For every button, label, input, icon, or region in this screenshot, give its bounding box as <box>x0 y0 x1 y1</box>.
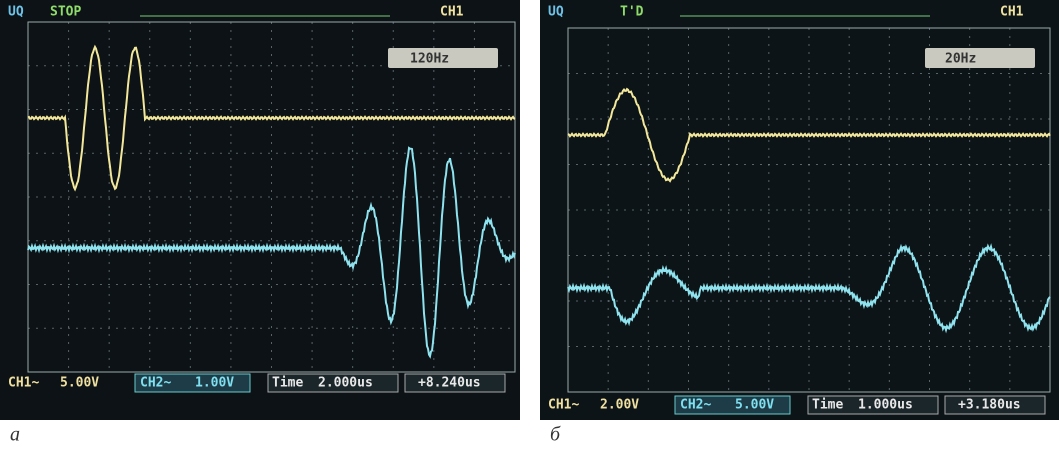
grid-border <box>27 21 516 373</box>
mode-label: UQ <box>8 5 24 20</box>
ch2-box <box>134 373 251 393</box>
offset: +3.180us <box>958 398 1021 413</box>
ch2-scale: 5.00V <box>735 398 774 413</box>
ch2-label: CH2~ <box>140 376 171 391</box>
time-box <box>267 373 399 393</box>
offset-box <box>404 373 506 393</box>
offset-box <box>944 395 1046 415</box>
status-label: STOP <box>50 5 81 20</box>
time-value: 2.000us <box>318 376 373 391</box>
ch2-trace <box>567 243 1051 334</box>
grid-border <box>567 27 1051 393</box>
ch1-scale: 5.00V <box>60 376 99 391</box>
frequency: 20Hz <box>945 52 976 67</box>
ch2-label: CH2~ <box>680 398 711 413</box>
offset: +8.240us <box>418 376 481 391</box>
ch1-label: CH1~ <box>8 376 39 391</box>
ch1-trace <box>27 44 516 192</box>
frequency: 120Hz <box>410 52 449 67</box>
caption: а <box>10 424 20 446</box>
frequency-box <box>925 48 1035 68</box>
frequency-box <box>388 48 498 68</box>
time-value: 1.000us <box>858 398 913 413</box>
ch2-trace <box>27 146 516 359</box>
ch2-box <box>674 395 791 415</box>
caption: б <box>550 424 561 446</box>
ch2-scale: 1.00V <box>195 376 234 391</box>
mode-label: UQ <box>548 5 564 20</box>
ch1-trace <box>567 87 1051 183</box>
time-box <box>807 395 939 415</box>
time-label: Time <box>812 398 843 413</box>
time-label: Time <box>272 376 303 391</box>
status-label: T'D <box>620 5 644 20</box>
channel-label: CH1 <box>440 5 464 20</box>
ch1-scale: 2.00V <box>600 398 639 413</box>
channel-label: CH1 <box>1000 5 1024 20</box>
ch1-label: CH1~ <box>548 398 579 413</box>
screen-b <box>540 0 1059 420</box>
